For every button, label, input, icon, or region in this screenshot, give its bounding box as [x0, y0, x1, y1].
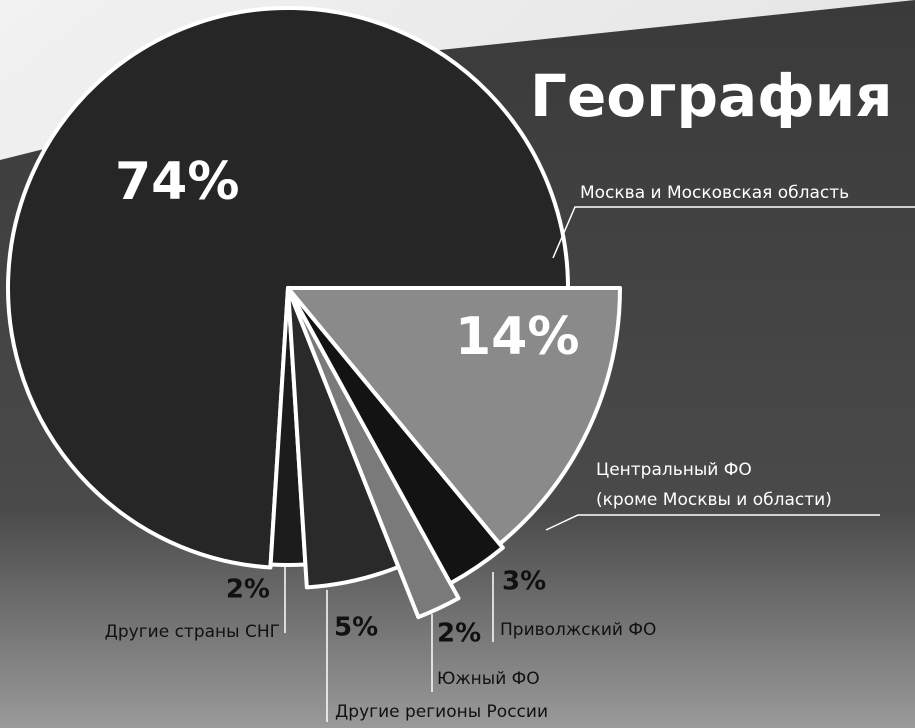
page: {"chart_data": {"type": "pie", "title": …: [0, 0, 915, 728]
category-label: Южный ФО: [437, 669, 540, 689]
data-label: 5%: [334, 613, 378, 643]
category-label: Москва и Московская область: [580, 183, 849, 203]
chart-title: География: [530, 62, 893, 130]
category-label: Другие регионы России: [335, 702, 548, 722]
data-label: 2%: [437, 619, 481, 649]
data-label: 2%: [226, 575, 270, 605]
data-label: 3%: [502, 567, 546, 597]
chart: 74% Москва и Московская область 2% Другие с…: [0, 0, 915, 728]
data-label: 74%: [115, 152, 239, 212]
category-label: Другие страны СНГ: [105, 622, 280, 642]
data-label: 14%: [455, 307, 579, 367]
category-label: Приволжский ФО: [500, 620, 656, 640]
